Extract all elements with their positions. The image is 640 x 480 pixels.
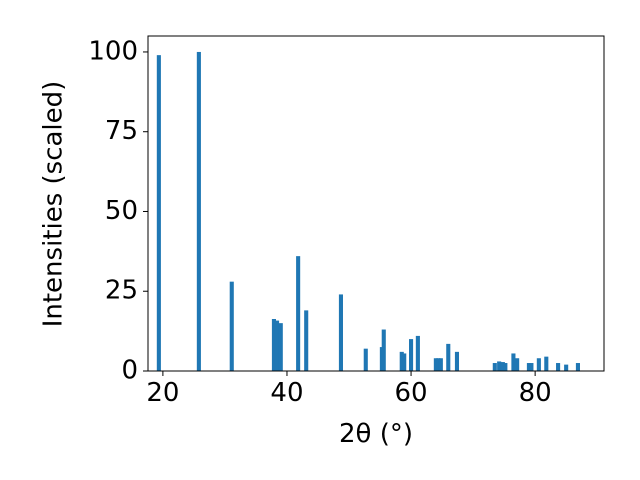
bar bbox=[436, 358, 441, 371]
y-axis-label: Intensities (scaled) bbox=[39, 81, 69, 328]
x-axis-label: 2θ (°) bbox=[339, 419, 413, 449]
x-tick-label: 60 bbox=[395, 378, 428, 408]
y-tick-label: 50 bbox=[105, 196, 138, 226]
bar bbox=[229, 281, 234, 371]
bar bbox=[446, 343, 451, 371]
bar bbox=[454, 351, 460, 371]
y-tick-label: 75 bbox=[105, 116, 138, 146]
bar bbox=[278, 323, 283, 371]
bar bbox=[381, 329, 386, 371]
bar bbox=[338, 294, 343, 371]
bar bbox=[511, 353, 516, 371]
bar bbox=[156, 55, 161, 372]
bar bbox=[363, 348, 368, 371]
x-tick-label: 20 bbox=[146, 378, 179, 408]
bar bbox=[515, 358, 520, 371]
bar bbox=[544, 356, 549, 371]
bar bbox=[536, 358, 541, 371]
bar bbox=[271, 318, 276, 371]
bar bbox=[497, 361, 502, 371]
bar bbox=[415, 335, 420, 371]
bar bbox=[500, 362, 505, 371]
bar bbox=[304, 310, 309, 371]
bar bbox=[526, 363, 531, 371]
y-tick-label: 0 bbox=[121, 356, 138, 386]
bar bbox=[402, 353, 407, 371]
bar bbox=[556, 363, 561, 371]
bar bbox=[274, 320, 280, 371]
bar bbox=[409, 339, 414, 371]
bar bbox=[196, 51, 201, 371]
y-tick-label: 100 bbox=[88, 36, 138, 66]
bar bbox=[296, 256, 301, 371]
bar bbox=[399, 351, 404, 371]
y-tick-label: 25 bbox=[105, 276, 138, 306]
bar bbox=[575, 363, 580, 371]
x-tick-label: 40 bbox=[270, 378, 303, 408]
bar bbox=[438, 358, 443, 371]
bar bbox=[564, 364, 569, 371]
bar bbox=[492, 363, 497, 371]
bar bbox=[503, 363, 508, 371]
x-tick-label: 80 bbox=[519, 378, 552, 408]
bar bbox=[529, 363, 534, 371]
plot-frame bbox=[147, 35, 605, 372]
bar bbox=[433, 358, 438, 371]
